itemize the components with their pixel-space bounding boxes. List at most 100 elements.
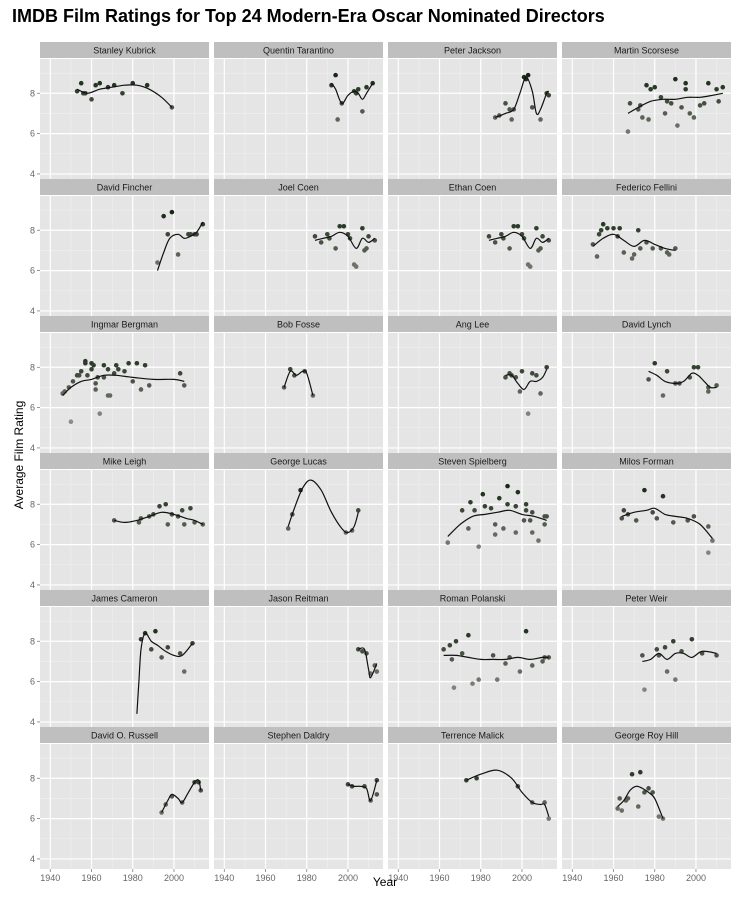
data-point-milos-forman: [650, 510, 655, 515]
panel-background: [562, 333, 731, 458]
facet-strip: [388, 179, 557, 195]
facet-label: Quentin Tarantino: [263, 46, 334, 56]
x-tick-label: 1940: [388, 873, 408, 883]
data-point-milos-forman: [621, 508, 627, 513]
data-point-milos-forman: [654, 516, 660, 521]
y-tick-label: 4: [30, 854, 35, 864]
y-tick-label: 8: [30, 362, 35, 372]
smooth-line-steven-spielberg: [447, 509, 547, 537]
smooth-line-ethan-coen: [488, 231, 550, 249]
facet-label: Milos Forman: [619, 457, 674, 467]
panel-background: [214, 607, 383, 732]
x-tick-label: 2000: [512, 873, 532, 883]
panel-background: [562, 59, 731, 184]
data-point-martin-scorsese: [648, 86, 653, 92]
panel-background: [388, 744, 557, 869]
smooth-line-david-o-russell: [161, 779, 202, 813]
data-point-ingmar-bergman: [146, 383, 152, 388]
facet-label: James Cameron: [91, 594, 157, 604]
data-point-martin-scorsese: [644, 82, 649, 88]
smooth-line-george-lucas: [287, 479, 359, 534]
facet-label: Terrence Malick: [441, 731, 505, 741]
data-point-peter-weir: [654, 647, 660, 652]
data-point-mike-leigh: [165, 522, 171, 527]
data-point-steven-spielberg: [544, 514, 549, 519]
data-point-ingmar-bergman: [85, 373, 90, 378]
data-point-quentin-tarantino: [364, 84, 369, 90]
facet-strip: [40, 179, 209, 195]
facet-label: Roman Polanski: [440, 594, 506, 604]
data-point-peter-weir: [673, 677, 678, 682]
data-point-joel-coen: [341, 223, 347, 229]
data-point-david-fincher: [169, 209, 175, 215]
data-point-joel-coen: [325, 232, 330, 237]
data-point-peter-jackson: [546, 92, 552, 98]
data-point-mike-leigh: [200, 522, 206, 527]
data-point-ethan-coen: [499, 232, 504, 237]
data-point-steven-spielberg: [505, 483, 510, 489]
data-point-david-fincher: [155, 260, 160, 265]
data-point-milos-forman: [670, 520, 676, 525]
data-point-david-lynch: [691, 364, 697, 370]
data-point-peter-weir: [664, 669, 670, 674]
data-point-martin-scorsese: [706, 80, 711, 86]
smooth-line-david-fincher: [156, 221, 204, 271]
data-point-george-roy-hill: [625, 796, 631, 801]
facet-label: Jason Reitman: [268, 594, 328, 604]
y-tick-label: 8: [30, 225, 35, 235]
smooth-line-terrence-malick: [466, 769, 550, 817]
data-point-mike-leigh: [188, 506, 193, 511]
facet-strip: [214, 179, 383, 195]
data-point-stephen-daldry: [374, 777, 380, 783]
data-point-ingmar-bergman: [101, 362, 107, 368]
panel-background: [388, 470, 557, 595]
data-point-david-lynch: [652, 360, 658, 366]
data-point-federico-fellini: [611, 225, 616, 231]
facet-label: David Lynch: [622, 320, 671, 330]
data-point-peter-jackson: [525, 72, 531, 78]
data-point-peter-jackson: [538, 117, 543, 122]
data-point-george-roy-hill: [629, 771, 635, 777]
data-point-stanley-kubrick: [120, 90, 125, 96]
facet-strip: [388, 316, 557, 332]
panel-background: [40, 744, 209, 869]
data-point-federico-fellini: [605, 225, 610, 231]
data-point-martin-scorsese: [687, 111, 693, 116]
data-point-joel-coen: [312, 234, 318, 239]
data-point-jason-reitman: [355, 647, 361, 652]
data-point-martin-scorsese: [652, 84, 658, 90]
facet-strip: [562, 590, 731, 606]
data-point-quentin-tarantino: [355, 86, 361, 92]
data-point-steven-spielberg: [476, 544, 481, 549]
data-point-david-lynch: [706, 389, 711, 394]
smooth-line-peter-weir: [642, 650, 717, 662]
data-point-ingmar-bergman: [78, 369, 84, 374]
data-point-federico-fellini: [621, 250, 627, 255]
data-point-ingmar-bergman: [107, 393, 113, 398]
data-point-roman-polanski: [476, 677, 481, 682]
data-point-roman-polanski: [494, 677, 500, 682]
data-point-martin-scorsese: [720, 84, 726, 90]
x-tick-label: 1960: [256, 873, 276, 883]
data-point-ingmar-bergman: [93, 381, 98, 386]
data-point-federico-fellini: [594, 254, 600, 259]
facet-label: Ethan Coen: [449, 183, 497, 193]
data-point-peter-jackson: [509, 117, 514, 122]
data-point-jason-reitman: [374, 669, 380, 674]
data-point-ethan-coen: [492, 240, 498, 245]
panel-background: [562, 744, 731, 869]
x-tick-label: 2000: [338, 873, 358, 883]
data-point-federico-fellini: [598, 227, 604, 233]
facet-strip: [562, 42, 731, 58]
data-point-david-lynch: [695, 364, 701, 370]
data-point-ingmar-bergman: [91, 362, 96, 368]
x-tick-label: 1980: [645, 873, 665, 883]
data-point-martin-scorsese: [662, 111, 668, 116]
data-point-ang-lee: [519, 369, 525, 374]
data-point-federico-fellini: [600, 221, 606, 227]
data-point-ang-lee: [525, 411, 531, 416]
data-point-ethan-coen: [511, 223, 517, 229]
data-point-ingmar-bergman: [177, 371, 183, 376]
data-point-roman-polanski: [529, 663, 535, 668]
y-tick-label: 4: [30, 169, 35, 179]
